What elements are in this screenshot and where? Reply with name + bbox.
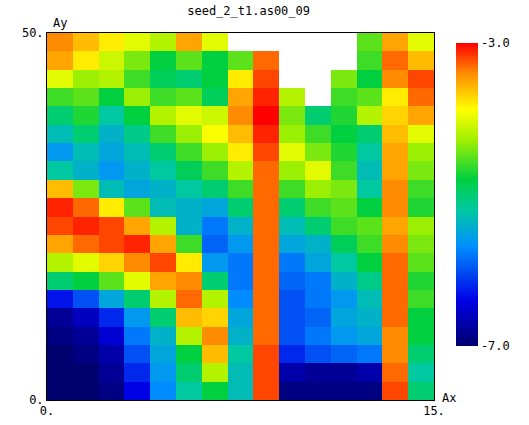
svg-text:Ay: Ay [53,16,67,30]
svg-text:Ax: Ax [442,391,456,405]
svg-text:seed_2_t1.as00_09: seed_2_t1.as00_09 [187,4,310,18]
svg-text:0.: 0. [29,393,43,407]
svg-text:0.: 0. [40,404,54,418]
svg-text:50.: 50. [22,26,44,40]
svg-text:15.: 15. [423,404,445,418]
svg-text:-3.0: -3.0 [481,36,510,50]
svg-text:-7.0: -7.0 [481,339,510,353]
